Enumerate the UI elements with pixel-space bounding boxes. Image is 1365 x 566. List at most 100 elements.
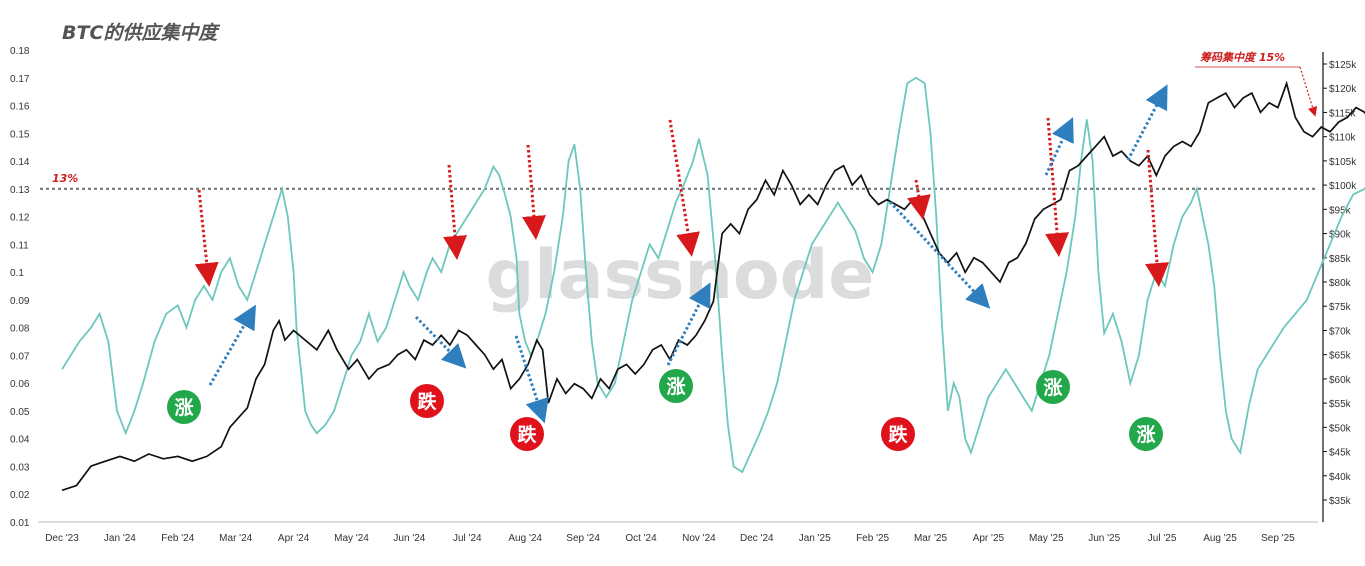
x-tick-label: May '24 <box>334 533 369 544</box>
y-right-tick-label: $120k <box>1329 84 1357 95</box>
y-right-tick-label: $65k <box>1329 351 1352 362</box>
badge-label: 涨 <box>666 376 685 398</box>
y-left-tick-label: 0.04 <box>10 435 30 446</box>
up-badge: 涨 <box>1129 417 1163 451</box>
chart-title: BTC的供应集中度 <box>62 22 218 44</box>
y-right-tick-label: $45k <box>1329 448 1352 459</box>
x-tick-label: Mar '25 <box>914 533 947 544</box>
trend-arrow <box>1044 117 1074 176</box>
y-right-tick-label: $90k <box>1329 230 1352 241</box>
down-arrow <box>194 189 219 287</box>
y-left-tick-label: 0.09 <box>10 296 30 307</box>
x-tick-label: Oct '24 <box>625 533 657 544</box>
trend-arrow <box>888 200 991 309</box>
y-right-tick-label: $40k <box>1329 472 1352 483</box>
down-arrow <box>907 179 931 220</box>
btc-price-line <box>61 80 1365 492</box>
x-tick-label: Apr '25 <box>973 533 1005 544</box>
down-badge: 跌 <box>881 417 915 451</box>
y-right-tick-label: $125k <box>1329 60 1357 71</box>
y-left-tick-label: 0.11 <box>10 240 29 251</box>
y-right-tick-label: $85k <box>1329 254 1352 265</box>
up-badge: 涨 <box>659 369 693 403</box>
y-left-tick-label: 0.07 <box>10 351 30 362</box>
y-right-tick-label: $55k <box>1329 399 1352 410</box>
trend-arrow <box>208 304 256 386</box>
annotation-arrow <box>1299 66 1318 117</box>
x-tick-label: Apr '24 <box>278 533 310 544</box>
y-left-tick-label: 0.15 <box>10 129 30 140</box>
trend-arrow <box>514 335 549 424</box>
y-right-tick-label: $35k <box>1329 496 1352 507</box>
badge-label: 跌 <box>417 390 437 413</box>
badge-label: 涨 <box>1043 377 1062 399</box>
x-tick-label: Feb '25 <box>856 533 889 544</box>
trend-arrow <box>414 315 467 369</box>
x-tick-label: Jan '25 <box>799 533 831 544</box>
x-tick-label: Feb '24 <box>161 533 194 544</box>
up-badge: 涨 <box>1036 370 1070 404</box>
y-left-tick-label: 0.14 <box>10 157 30 168</box>
badge-circle <box>659 369 693 403</box>
down-arrow <box>522 144 546 240</box>
y-right-tick-label: $50k <box>1329 423 1352 434</box>
y-right-tick-label: $95k <box>1329 205 1352 216</box>
badge-circle <box>881 417 915 451</box>
badge-circle <box>1129 417 1163 451</box>
x-tick-label: Jan '24 <box>104 533 136 544</box>
badge-label: 涨 <box>174 397 193 419</box>
x-tick-label: Aug '24 <box>508 533 542 544</box>
x-tick-label: Jun '24 <box>393 533 425 544</box>
y-right-tick-label: $70k <box>1329 326 1352 337</box>
badge-circle <box>510 417 544 451</box>
y-left-tick-label: 0.13 <box>10 185 30 196</box>
series-layer <box>61 76 1365 492</box>
y-left-tick-label: 0.17 <box>10 74 30 85</box>
trend-arrow <box>666 282 711 366</box>
trend-arrow <box>1126 84 1168 161</box>
badge-label: 涨 <box>1136 424 1155 446</box>
y-left-tick-label: 0.01 <box>10 518 30 529</box>
y-left-tick-label: 0.08 <box>10 324 30 335</box>
badge-circle <box>410 384 444 418</box>
concentration-15-label: 筹码集中度 15% <box>1200 51 1285 64</box>
down-arrow <box>443 164 467 260</box>
y-left-tick-label: 0.16 <box>10 102 30 113</box>
up-badge: 涨 <box>167 390 201 424</box>
x-tick-label: Aug '25 <box>1203 533 1237 544</box>
x-tick-label: Dec '23 <box>45 533 79 544</box>
x-tick-label: May '25 <box>1029 533 1064 544</box>
badge-label: 跌 <box>517 423 537 446</box>
y-left-tick-label: 0.18 <box>10 46 30 57</box>
y-right-tick-label: $60k <box>1329 375 1352 386</box>
annotation-layer: 涨跌跌涨跌涨涨筹码集中度 15% <box>167 51 1318 451</box>
y-right-tick-label: $110k <box>1329 133 1357 144</box>
y-left-tick-label: 0.02 <box>10 490 30 501</box>
x-tick-label: Sep '25 <box>1261 533 1295 544</box>
down-arrow <box>668 119 700 257</box>
badge-label: 跌 <box>888 423 908 446</box>
down-badge: 跌 <box>410 384 444 418</box>
y-right-tick-label: $115k <box>1329 108 1357 119</box>
y-left-tick-label: 0.12 <box>10 213 30 224</box>
y-left-tick-label: 0.1 <box>10 268 24 279</box>
badge-circle <box>167 390 201 424</box>
down-badge: 跌 <box>510 417 544 451</box>
grid-layer: 0.01 0.02 0.03 0.04 0.05 0.06 0.07 0.08 0.09 0.1 0… <box>10 46 1357 544</box>
concentration-line <box>61 76 1365 474</box>
x-tick-label: Jul '24 <box>453 533 482 544</box>
y-left-tick-label: 0.05 <box>10 407 30 418</box>
x-tick-label: Mar '24 <box>219 533 252 544</box>
x-tick-label: Jun '25 <box>1088 533 1120 544</box>
y-right-tick-label: $80k <box>1329 278 1352 289</box>
y-left-tick-label: 0.03 <box>10 462 30 473</box>
threshold-label: 13% <box>52 172 78 185</box>
y-left-tick-label: 0.06 <box>10 379 30 390</box>
down-arrow <box>1145 149 1170 287</box>
x-tick-label: Jul '25 <box>1148 533 1177 544</box>
x-tick-label: Nov '24 <box>682 533 716 544</box>
x-tick-label: Sep '24 <box>566 533 600 544</box>
y-right-tick-label: $75k <box>1329 302 1352 313</box>
badge-circle <box>1036 370 1070 404</box>
